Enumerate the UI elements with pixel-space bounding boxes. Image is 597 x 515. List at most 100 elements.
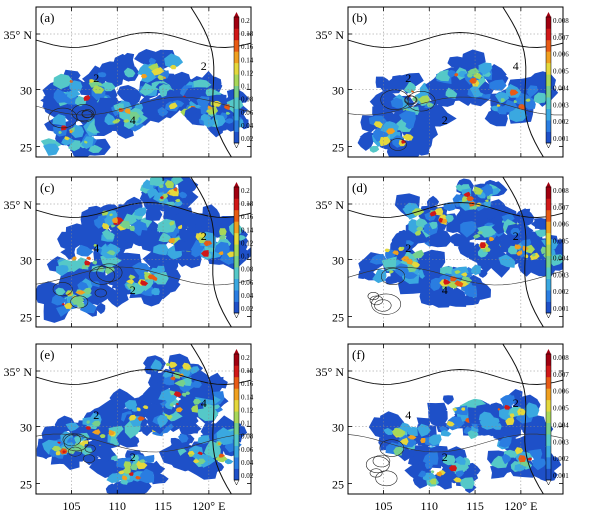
colorbar-segment	[546, 187, 551, 199]
shaded-cell	[51, 445, 62, 452]
shaded-cell	[165, 362, 170, 367]
shaded-cell	[454, 73, 459, 77]
shaded-cell	[109, 479, 135, 494]
colorbar-segment	[546, 85, 551, 98]
shaded-cell	[166, 191, 171, 195]
shaded-cell	[467, 73, 474, 78]
shaded-cell	[525, 98, 531, 102]
shaded-cell	[379, 136, 392, 147]
shaded-cell	[225, 118, 234, 124]
shaded-cell	[144, 454, 155, 464]
shaded-cell	[55, 450, 61, 456]
colorbar-segment	[546, 97, 551, 109]
shaded-cell	[406, 135, 434, 154]
colorbar-segment	[234, 74, 239, 87]
shaded-cell	[491, 222, 505, 235]
contour-value-label: 4	[93, 241, 99, 255]
latitude-label: 30	[332, 254, 344, 268]
shaded-cell	[500, 98, 506, 103]
shaded-cell	[357, 133, 374, 151]
coastline	[190, 344, 232, 494]
shaded-cell	[172, 237, 182, 246]
shaded-cell	[481, 419, 498, 430]
boundary-line	[348, 369, 563, 385]
shaded-cell	[460, 219, 477, 238]
colorbar-tick-label: 0.006	[553, 388, 569, 396]
shaded-cell	[124, 108, 131, 115]
colorbar-tick-label: 0.12	[241, 239, 254, 247]
shaded-cell	[483, 183, 493, 195]
shaded-cell	[489, 236, 495, 242]
shaded-cell	[197, 458, 206, 465]
shaded-cell	[219, 228, 227, 236]
colorbar-segment	[546, 255, 551, 268]
colorbar-tick-label: 0.06	[241, 279, 254, 287]
colorbar-frame	[545, 353, 552, 481]
shaded-cell	[173, 200, 183, 207]
latitude-label: 30	[332, 421, 344, 435]
colorbar-tick-label: 0.003	[553, 438, 569, 446]
shaded-cell	[403, 81, 417, 94]
shaded-cell	[446, 420, 455, 427]
colorbar-frame	[233, 16, 240, 144]
shaded-cell	[442, 395, 454, 405]
colorbar-segment	[234, 267, 239, 279]
shaded-cell	[123, 67, 136, 78]
shaded-cell	[116, 85, 142, 105]
shaded-cell	[435, 69, 451, 82]
shaded-cell	[426, 102, 434, 108]
contour-value-label: 2	[405, 71, 411, 85]
shaded-cell	[64, 136, 70, 141]
shaded-cell	[517, 408, 526, 416]
coastline	[190, 7, 232, 157]
shaded-cell	[89, 79, 95, 83]
shaded-cell	[201, 250, 209, 257]
shaded-cell	[478, 62, 493, 75]
colorbar-tick-label: 0.005	[553, 405, 569, 413]
contour-value-label: 4	[442, 283, 448, 297]
shaded-cell	[158, 184, 164, 188]
shaded-cell	[90, 281, 101, 288]
contour-loop	[52, 282, 73, 297]
shaded-cell	[467, 67, 480, 75]
colorbar-segment	[546, 209, 551, 222]
shaded-cell	[381, 256, 397, 272]
map-field: 2 2 4	[348, 7, 563, 157]
colorbar-tick-label: 0.14	[241, 393, 254, 401]
shaded-cell	[423, 103, 457, 127]
colorbar-tick-label: 0.04	[241, 122, 254, 130]
colorbar-tick-label: 0.004	[553, 84, 569, 92]
colorbar-tick-label: 0.16	[241, 380, 254, 388]
colorbar-segment	[234, 120, 239, 132]
shaded-cell	[158, 232, 172, 243]
panel-label: (e)	[40, 347, 54, 362]
colorbar-segment	[546, 28, 551, 41]
longitude-label: 110	[420, 499, 438, 513]
shaded-cell	[549, 254, 563, 267]
shaded-cell	[117, 52, 135, 67]
colorbar-tick-label: 0.1	[241, 83, 250, 91]
colorbar-segment	[234, 468, 239, 481]
boundary-line	[36, 32, 251, 48]
shaded-cell	[418, 95, 431, 104]
shaded-cell	[81, 136, 94, 149]
shaded-cell	[52, 114, 66, 127]
colorbar-segment	[234, 399, 239, 412]
colorbar-segment	[234, 108, 239, 121]
shaded-cell	[454, 270, 461, 274]
shaded-cell	[510, 228, 521, 236]
shaded-cell	[416, 226, 424, 232]
shaded-cell	[134, 262, 148, 276]
contour-value-label: 2	[405, 241, 411, 255]
colorbar-segment	[546, 365, 551, 378]
shaded-cell	[445, 416, 463, 431]
shaded-cell	[130, 454, 140, 462]
colorbar-tick-label: 0.18	[241, 367, 254, 375]
shaded-cell	[136, 407, 141, 412]
map-panel-e: 2 2 4 (e) 35° N 30 25 0.2 0.18 0.16 0.14 0.12 0.1 0.0…	[4, 343, 254, 495]
shaded-cell	[533, 218, 548, 229]
contour-loop	[62, 433, 81, 447]
colorbar-segment	[234, 244, 239, 257]
shaded-cell	[458, 242, 475, 258]
shaded-cell	[94, 302, 106, 315]
